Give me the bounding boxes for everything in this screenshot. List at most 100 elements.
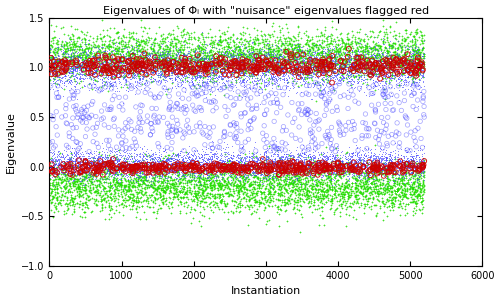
Point <box>370 156 378 161</box>
Point <box>158 62 166 66</box>
Point <box>188 65 196 70</box>
Point <box>246 182 254 187</box>
Point <box>286 50 294 55</box>
Point <box>272 146 280 151</box>
Point <box>132 143 140 148</box>
Point <box>137 68 145 73</box>
Point <box>206 88 214 93</box>
Point <box>96 191 104 196</box>
Point <box>382 56 390 60</box>
Point <box>210 172 218 176</box>
Point <box>408 75 416 80</box>
Point <box>236 64 244 69</box>
Point <box>119 53 127 58</box>
Point <box>61 166 69 171</box>
Point <box>268 66 276 71</box>
Point <box>100 159 108 163</box>
Point <box>338 66 345 71</box>
Point <box>90 87 98 92</box>
Point <box>392 170 400 175</box>
Point <box>396 159 404 164</box>
Point <box>374 78 382 83</box>
Point <box>254 160 262 165</box>
Point <box>396 58 404 63</box>
Point <box>334 171 342 176</box>
Point <box>284 163 292 168</box>
Point <box>400 194 408 198</box>
Point <box>260 191 268 196</box>
Point <box>268 159 276 164</box>
Point <box>252 198 260 203</box>
Point <box>334 66 342 71</box>
Point <box>333 73 341 78</box>
Point <box>92 184 100 189</box>
Point <box>351 194 359 198</box>
Point <box>195 177 203 182</box>
Point <box>224 165 232 170</box>
Point <box>232 84 239 89</box>
Point <box>174 179 182 184</box>
Point <box>208 160 216 165</box>
Point <box>390 171 398 176</box>
Point <box>150 69 158 73</box>
Point <box>234 165 242 169</box>
Point <box>402 65 410 69</box>
Point <box>187 204 195 209</box>
Point <box>328 80 336 85</box>
Point <box>350 58 358 63</box>
Point <box>411 58 419 63</box>
Point <box>404 59 412 64</box>
Point <box>416 65 424 69</box>
Point <box>339 74 347 79</box>
Point <box>278 146 285 151</box>
Point <box>386 74 394 79</box>
Point <box>294 59 302 64</box>
Point <box>106 71 114 76</box>
Point <box>119 186 127 191</box>
Point <box>382 73 390 78</box>
Point <box>206 44 214 49</box>
Point <box>216 185 224 190</box>
Point <box>122 162 130 167</box>
Point <box>386 29 394 34</box>
Point <box>267 164 275 169</box>
Point <box>420 187 428 192</box>
Point <box>114 150 122 155</box>
Point <box>49 59 57 64</box>
Point <box>161 67 169 72</box>
Point <box>183 58 191 63</box>
Point <box>315 38 323 43</box>
Point <box>340 54 348 59</box>
Point <box>298 101 306 106</box>
Point <box>292 182 300 187</box>
Point <box>350 70 358 75</box>
Point <box>420 69 428 74</box>
Point <box>124 185 132 189</box>
Point <box>52 24 60 29</box>
Point <box>355 63 363 68</box>
Point <box>124 63 132 68</box>
Point <box>173 168 181 173</box>
Point <box>69 63 77 68</box>
Point <box>130 58 138 63</box>
Point <box>306 75 314 79</box>
Point <box>74 54 82 59</box>
Point <box>351 175 359 180</box>
Point <box>207 177 215 182</box>
Point <box>232 172 240 177</box>
Point <box>91 168 99 172</box>
Point <box>104 62 112 67</box>
Point <box>390 63 398 67</box>
Point <box>278 65 285 70</box>
Point <box>53 166 61 171</box>
Point <box>68 81 76 86</box>
Point <box>58 84 66 89</box>
Point <box>382 73 390 78</box>
Point <box>334 154 342 159</box>
Point <box>118 165 126 170</box>
Point <box>102 177 110 182</box>
Point <box>313 42 321 47</box>
Point <box>216 171 224 175</box>
Point <box>250 70 258 75</box>
Point <box>190 189 198 194</box>
